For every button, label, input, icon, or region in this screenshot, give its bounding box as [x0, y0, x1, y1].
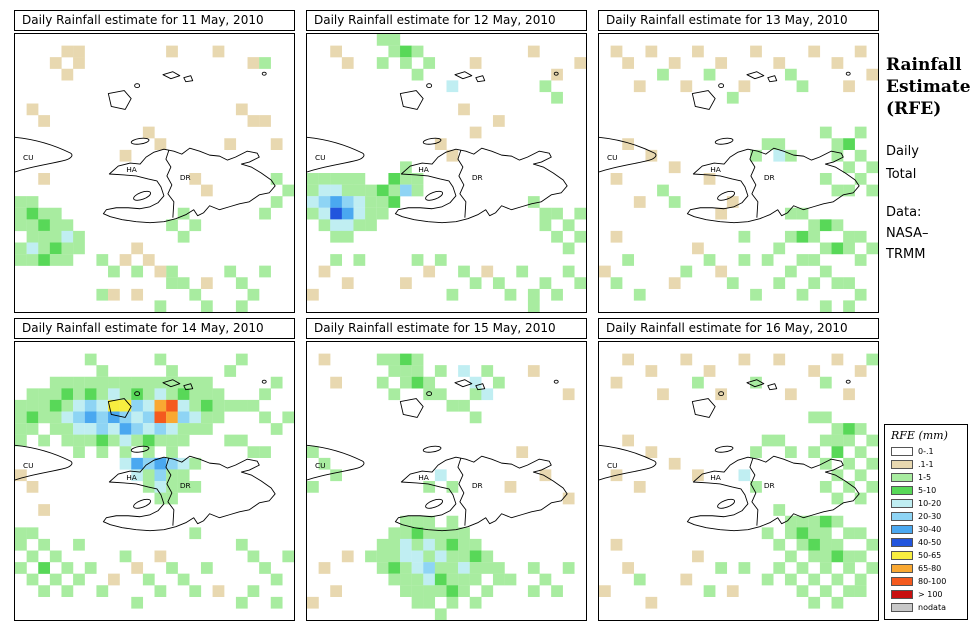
legend-swatch: [891, 460, 913, 469]
product-title-line: Estimate: [886, 77, 971, 97]
panel-title: Daily Rainfall estimate for 16 May, 2010: [598, 318, 879, 339]
legend-label: nodata: [918, 603, 946, 612]
legend-swatch: [891, 512, 913, 521]
svg-text:CU: CU: [315, 153, 326, 162]
product-subtitle-line: Total: [886, 167, 917, 182]
rainfall-map-panel: Daily Rainfall estimate for 12 May, 2010…: [306, 10, 587, 313]
svg-text:HA: HA: [710, 473, 722, 482]
rainfall-map: CU HA DR: [14, 341, 295, 621]
svg-text:HA: HA: [126, 165, 138, 174]
legend-label: 20-30: [918, 512, 942, 521]
rainfall-map-panel: Daily Rainfall estimate for 11 May, 2010…: [14, 10, 295, 313]
product-subtitle-line: Daily: [886, 144, 919, 159]
svg-text:CU: CU: [315, 461, 326, 470]
legend-label: 5-10: [918, 486, 937, 495]
legend-entry: > 100: [891, 588, 962, 601]
legend-entries: 0-.1 .1-1 1-5 5-10 10-20 20-30 30-40 40-50 50-65…: [891, 445, 962, 614]
legend-swatch: [891, 447, 913, 456]
legend-swatch: [891, 551, 913, 560]
svg-text:DR: DR: [180, 481, 191, 490]
legend-swatch: [891, 525, 913, 534]
legend-label: > 100: [918, 590, 943, 599]
svg-text:CU: CU: [23, 153, 34, 162]
rainfall-map: CU HA DR: [306, 341, 587, 621]
legend-label: 10-20: [918, 499, 942, 508]
legend-entry: 5-10: [891, 484, 962, 497]
product-title: Rainfall Estimate (RFE): [886, 54, 971, 120]
legend: RFE (mm) 0-.1 .1-1 1-5 5-10 10-20 20-30 30-40 4…: [884, 424, 968, 620]
legend-label: .1-1: [918, 460, 934, 469]
svg-text:DR: DR: [472, 481, 483, 490]
legend-entry: 20-30: [891, 510, 962, 523]
legend-entry: 80-100: [891, 575, 962, 588]
legend-entry: 40-50: [891, 536, 962, 549]
rainfall-map-panel: Daily Rainfall estimate for 14 May, 2010…: [14, 318, 295, 621]
legend-entry: 65-80: [891, 562, 962, 575]
legend-entry: 50-65: [891, 549, 962, 562]
svg-text:HA: HA: [418, 165, 430, 174]
legend-entry: 10-20: [891, 497, 962, 510]
legend-entry: 0-.1: [891, 445, 962, 458]
legend-entry: 1-5: [891, 471, 962, 484]
panels-grid: Daily Rainfall estimate for 11 May, 2010…: [14, 10, 879, 621]
rainfall-map: CU HA DR: [598, 33, 879, 313]
panel-title: Daily Rainfall estimate for 13 May, 2010: [598, 10, 879, 31]
legend-swatch: [891, 564, 913, 573]
svg-text:CU: CU: [23, 461, 34, 470]
svg-text:DR: DR: [764, 481, 775, 490]
product-subtitle: Daily Total: [886, 140, 968, 186]
product-title-line: (RFE): [886, 99, 942, 119]
rainfall-map-panel: Daily Rainfall estimate for 16 May, 2010…: [598, 318, 879, 621]
rainfall-map: CU HA DR: [598, 341, 879, 621]
svg-text:DR: DR: [180, 173, 191, 182]
legend-title: RFE (mm): [891, 429, 948, 442]
rainfall-map: CU HA DR: [14, 33, 295, 313]
panel-title: Daily Rainfall estimate for 14 May, 2010: [14, 318, 295, 339]
legend-label: 65-80: [918, 564, 942, 573]
rainfall-map-panel: Daily Rainfall estimate for 15 May, 2010…: [306, 318, 587, 621]
legend-swatch: [891, 577, 913, 586]
legend-swatch: [891, 603, 913, 612]
product-title-line: Rainfall: [886, 55, 962, 75]
legend-label: 50-65: [918, 551, 942, 560]
legend-swatch: [891, 499, 913, 508]
legend-label: 30-40: [918, 525, 942, 534]
panel-title: Daily Rainfall estimate for 11 May, 2010: [14, 10, 295, 31]
legend-swatch: [891, 538, 913, 547]
legend-swatch: [891, 590, 913, 599]
svg-text:HA: HA: [418, 473, 430, 482]
legend-label: 1-5: [918, 473, 932, 482]
legend-swatch: [891, 473, 913, 482]
legend-label: 80-100: [918, 577, 947, 586]
legend-swatch: [891, 486, 913, 495]
data-source-line: TRMM: [886, 247, 926, 262]
rainfall-map: CU HA DR: [306, 33, 587, 313]
panel-title: Daily Rainfall estimate for 12 May, 2010: [306, 10, 587, 31]
svg-text:CU: CU: [607, 461, 618, 470]
legend-entry: 30-40: [891, 523, 962, 536]
svg-text:DR: DR: [764, 173, 775, 182]
legend-label: 40-50: [918, 538, 942, 547]
svg-text:HA: HA: [126, 473, 138, 482]
svg-text:HA: HA: [710, 165, 722, 174]
rainfall-map-panel: Daily Rainfall estimate for 13 May, 2010…: [598, 10, 879, 313]
data-source-line: Data:: [886, 205, 922, 220]
data-source-line: NASA–: [886, 226, 929, 241]
legend-label: 0-.1: [918, 447, 934, 456]
info-sidebar: Rainfall Estimate (RFE) Daily Total Data…: [886, 54, 971, 265]
panel-title: Daily Rainfall estimate for 15 May, 2010: [306, 318, 587, 339]
legend-entry: .1-1: [891, 458, 962, 471]
svg-text:CU: CU: [607, 153, 618, 162]
svg-text:DR: DR: [472, 173, 483, 182]
legend-entry: nodata: [891, 601, 962, 614]
data-source: Data: NASA– TRMM: [886, 202, 968, 265]
